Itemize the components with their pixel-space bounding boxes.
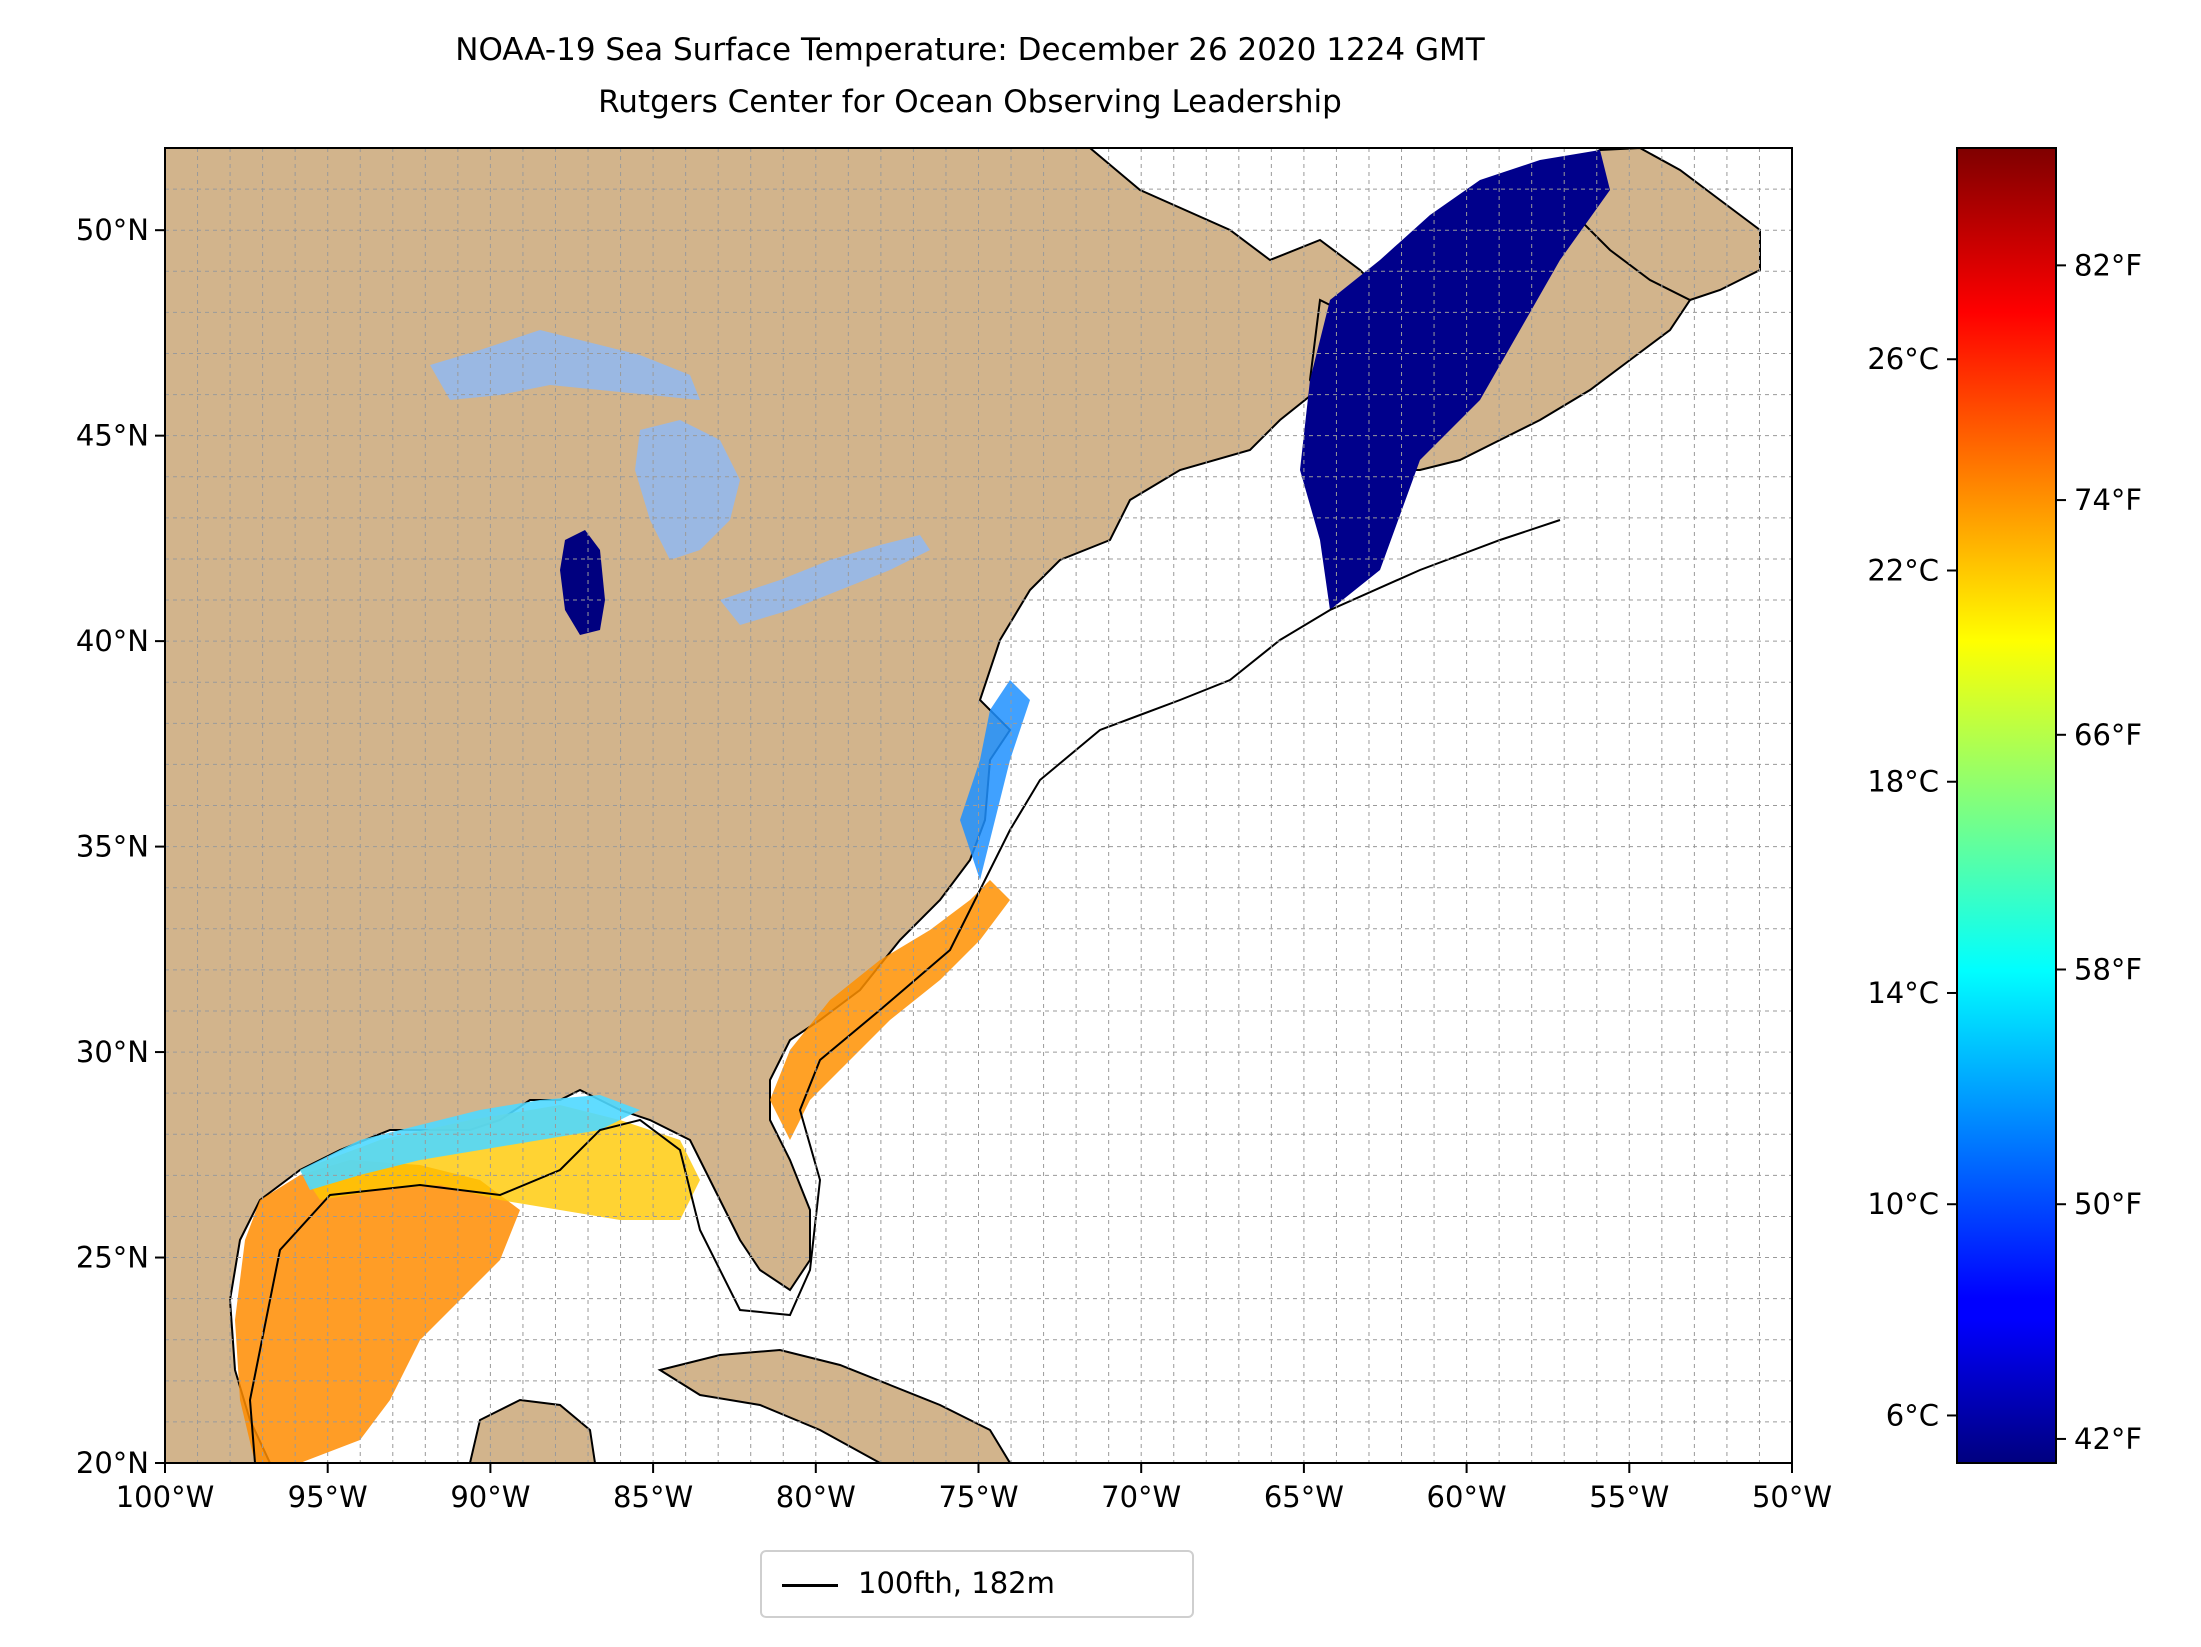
celsius-tick-label: 26°C — [1867, 342, 1939, 376]
lat-tick-label: 30°N — [76, 1035, 149, 1069]
lon-tick-label: 70°W — [1101, 1480, 1181, 1514]
legend: 100fth, 182m — [760, 1550, 1194, 1618]
lon-tick-label: 100°W — [116, 1480, 215, 1514]
legend-line-swatch — [782, 1584, 838, 1587]
lon-tick-label: 90°W — [450, 1480, 530, 1514]
lake-huron — [635, 420, 740, 560]
fahrenheit-tick-label: 74°F — [2074, 483, 2142, 517]
sst-atlantic-coastal-cold — [960, 680, 1030, 880]
fahrenheit-tick-label: 66°F — [2074, 718, 2142, 752]
map-area: 100°W 95°W 90°W 85°W 80°W 75°W 70°W 65°W 60°W 55°… — [76, 147, 1832, 1514]
lat-tick-label: 20°N — [76, 1446, 149, 1480]
lon-tick-label: 95°W — [288, 1480, 368, 1514]
lat-tick-label: 35°N — [76, 830, 149, 864]
lat-tick-label: 50°N — [76, 213, 149, 247]
fahrenheit-tick-label: 42°F — [2074, 1422, 2142, 1456]
lon-tick-label: 65°W — [1264, 1480, 1344, 1514]
lon-tick-label: 75°W — [938, 1480, 1018, 1514]
land-cuba — [657, 1348, 1012, 1463]
land-newfoundland — [1558, 148, 1761, 302]
lon-tick-label: 85°W — [613, 1480, 693, 1514]
lon-tick-label: 80°W — [776, 1480, 856, 1514]
celsius-tick-label: 18°C — [1867, 765, 1939, 799]
colorbar-gradient — [1956, 147, 2057, 1464]
celsius-tick-label: 14°C — [1867, 976, 1939, 1010]
lake-erie-ontario — [720, 535, 930, 625]
fahrenheit-tick-label: 58°F — [2074, 953, 2142, 987]
sst-cold-swath — [1300, 150, 1610, 610]
lat-tick-labels: 20°N 25°N 30°N 35°N 40°N 45°N 50°N — [76, 213, 165, 1480]
lake-michigan — [560, 530, 605, 635]
lat-tick-label: 45°N — [76, 419, 149, 453]
fahrenheit-tick-label: 82°F — [2074, 248, 2142, 282]
map-subtitle: Rutgers Center for Ocean Observing Leade… — [598, 84, 1342, 120]
lon-tick-label: 50°W — [1752, 1480, 1832, 1514]
sst-gulf-warm — [235, 1160, 520, 1463]
celsius-tick-label: 6°C — [1886, 1398, 1939, 1432]
celsius-tick-label: 22°C — [1867, 553, 1939, 587]
lon-tick-label: 60°W — [1427, 1480, 1507, 1514]
lon-tick-label: 55°W — [1589, 1480, 1669, 1514]
sst-atlantic-shelf — [770, 880, 1010, 1140]
colorbar-fahrenheit-ticks: 42°F 50°F 58°F 66°F 74°F 82°F — [2056, 248, 2142, 1456]
isobath-100fth — [248, 519, 1561, 1463]
lon-tick-labels: 100°W 95°W 90°W 85°W 80°W 75°W 70°W 65°W 60°W 55°… — [116, 1463, 1832, 1514]
colorbar-celsius-ticks: 6°C 10°C 14°C 18°C 22°C 26°C — [1867, 342, 1957, 1432]
lake-superior — [430, 330, 700, 400]
colorbar: 6°C 10°C 14°C 18°C 22°C 26°C 42°F 50°F 58°F 66°F… — [1867, 147, 2142, 1464]
map-title: NOAA-19 Sea Surface Temperature: Decembe… — [455, 32, 1485, 68]
lat-tick-label: 40°N — [76, 624, 149, 658]
land-yucatan — [468, 1398, 597, 1463]
fahrenheit-tick-label: 50°F — [2074, 1187, 2142, 1221]
legend-label: 100fth, 182m — [858, 1566, 1055, 1600]
celsius-tick-label: 10°C — [1867, 1187, 1939, 1221]
lat-tick-label: 25°N — [76, 1241, 149, 1275]
gridlines — [165, 148, 1792, 1463]
